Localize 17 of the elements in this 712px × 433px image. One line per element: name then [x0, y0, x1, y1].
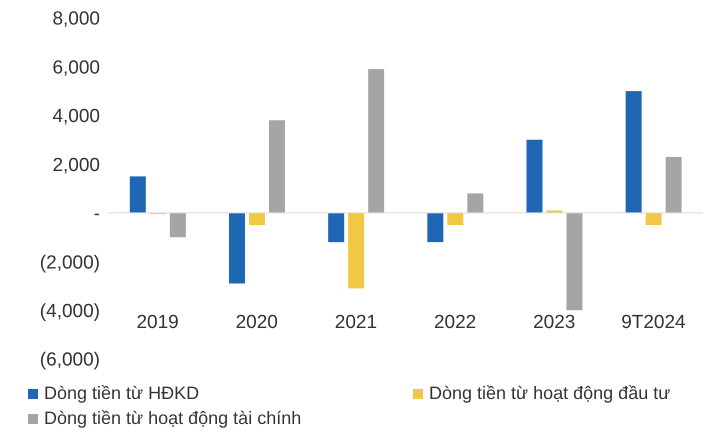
- y-tick-label: (6,000): [40, 350, 100, 371]
- legend-label: Dòng tiền từ hoạt động tài chính: [44, 408, 302, 429]
- x-tick-label: 2020: [236, 312, 278, 334]
- y-tick-label: (2,000): [40, 252, 100, 274]
- x-tick-label: 2022: [434, 312, 476, 334]
- legend-label: Dòng tiền từ HĐKD: [44, 383, 200, 404]
- legend-label: Dòng tiền từ hoạt động đầu tư: [429, 383, 670, 404]
- y-tick-label: -: [94, 204, 100, 225]
- x-tick-label: 2023: [533, 312, 576, 334]
- x-tick-label: 2021: [334, 312, 378, 334]
- y-tick-label: (4,000): [40, 301, 100, 322]
- y-tick-label: 6,000: [52, 57, 100, 78]
- y-tick-label: 2,000: [52, 154, 100, 176]
- x-tick-label: 9T2024: [621, 312, 686, 334]
- y-tick-label: 8,000: [52, 8, 100, 30]
- x-tick-label: 2019: [136, 312, 179, 334]
- y-tick-label: 4,000: [52, 106, 100, 128]
